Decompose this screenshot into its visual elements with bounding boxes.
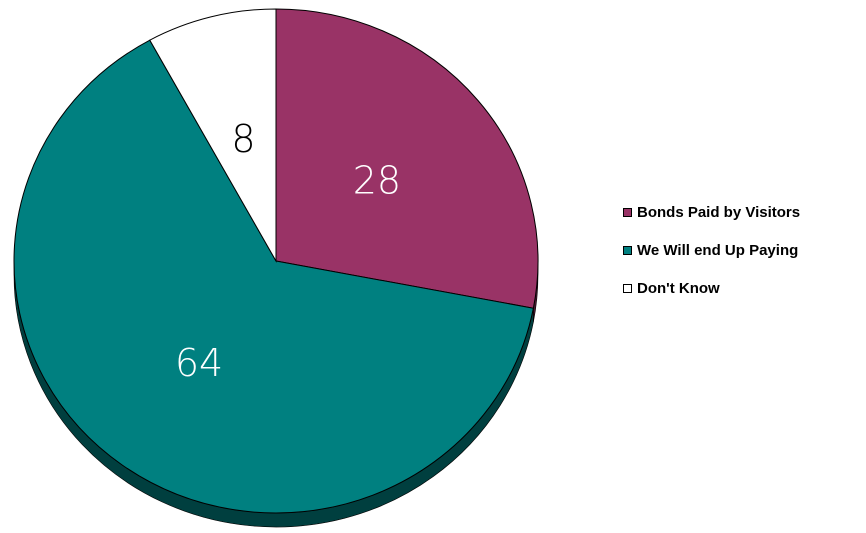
legend: Bonds Paid by Visitors We Will end Up Pa… [623,203,800,298]
legend-item: Don't Know [623,279,800,298]
pie-data-label: 8 [231,117,255,161]
legend-swatch [623,208,632,217]
pie-data-label: 64 [175,341,223,385]
pie-slice [149,8,277,263]
legend-item: Bonds Paid by Visitors [623,203,800,222]
pie-slice [13,39,534,514]
pie-data-label: 28 [353,159,401,203]
legend-swatch [623,284,632,293]
legend-label: Don't Know [637,280,720,297]
pie-slice [275,8,539,309]
legend-label: We Will end Up Paying [637,242,799,259]
legend-item: We Will end Up Paying [623,241,800,260]
legend-swatch [623,246,632,255]
pie-slices [13,8,539,514]
pie-labels: 28 64 8 [175,117,401,385]
legend-label: Bonds Paid by Visitors [637,204,801,221]
